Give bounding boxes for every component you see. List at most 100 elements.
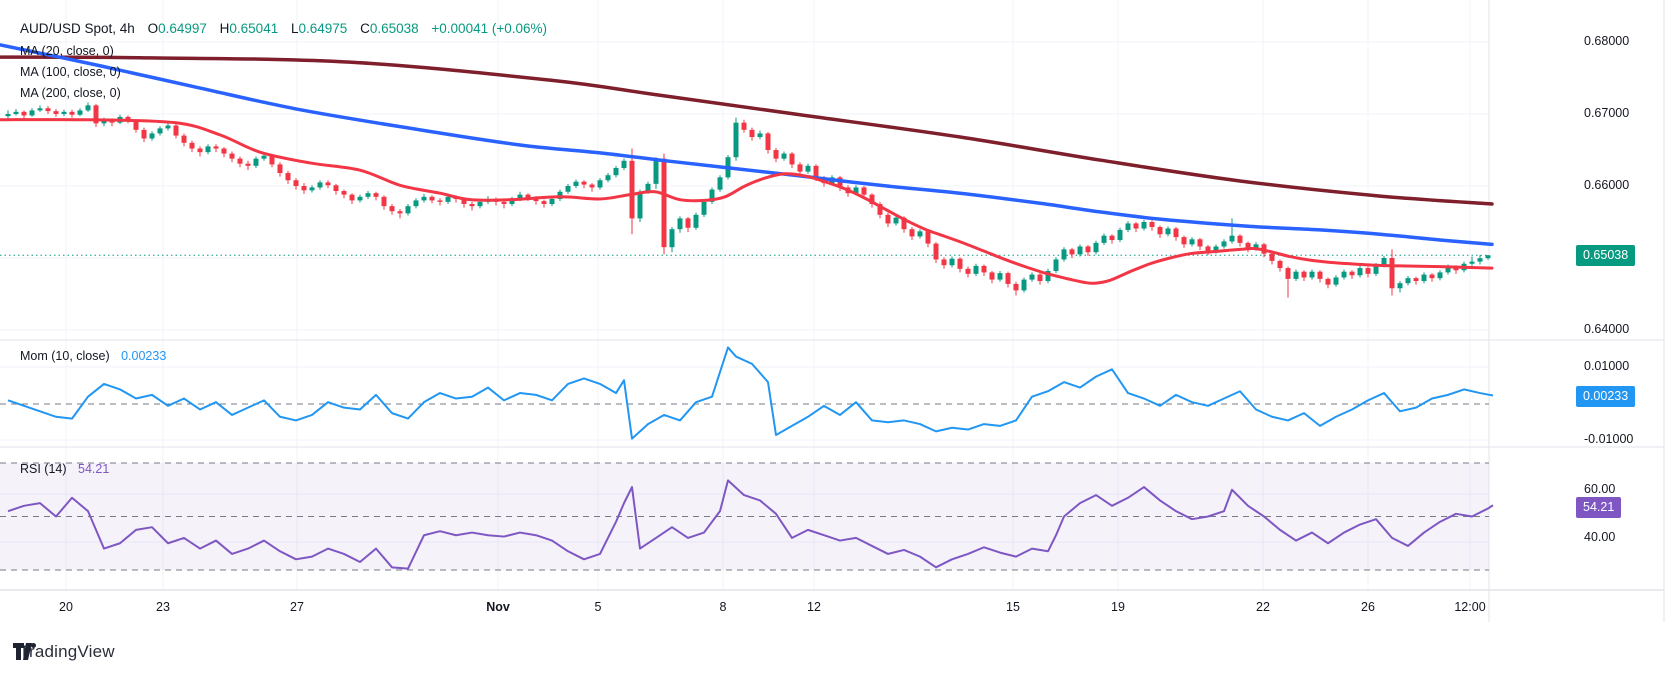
candle bbox=[21, 111, 27, 116]
rsi-value-badge: 54.21 bbox=[1576, 496, 1622, 518]
candle bbox=[1309, 271, 1315, 278]
candle bbox=[413, 200, 419, 207]
legend-rsi[interactable]: RSI (14) 54.21 bbox=[20, 462, 109, 476]
candle bbox=[1005, 273, 1011, 284]
time-tick-label: 26 bbox=[1361, 600, 1375, 614]
candle bbox=[261, 155, 267, 159]
candle bbox=[301, 186, 307, 191]
candle bbox=[597, 180, 603, 188]
candle bbox=[197, 148, 203, 153]
ma20-line[interactable] bbox=[0, 118, 1494, 285]
rsi-tick-label: 60.00 bbox=[1584, 482, 1616, 496]
candle bbox=[1325, 278, 1331, 285]
candle bbox=[1437, 272, 1443, 279]
candle bbox=[645, 183, 651, 192]
candle bbox=[1021, 279, 1027, 291]
candle bbox=[1157, 227, 1163, 235]
candle bbox=[1037, 274, 1043, 282]
candle bbox=[77, 110, 83, 115]
candle bbox=[165, 125, 171, 129]
rsi-band bbox=[0, 463, 1489, 570]
close-label: C bbox=[360, 21, 370, 36]
candle bbox=[869, 194, 875, 204]
candle bbox=[277, 164, 283, 174]
legend-ma200-label: MA (200, close, 0) bbox=[20, 86, 121, 100]
ma100-line[interactable] bbox=[0, 43, 1494, 247]
legend-momentum[interactable]: Mom (10, close) 0.00233 bbox=[20, 349, 166, 363]
change-value: +0.00041 (+0.06%) bbox=[431, 21, 547, 36]
candle bbox=[1213, 246, 1219, 252]
candle bbox=[133, 120, 139, 130]
candle bbox=[853, 187, 859, 194]
candle bbox=[469, 204, 475, 207]
candle bbox=[1293, 271, 1299, 279]
ma200-line[interactable] bbox=[0, 55, 1494, 206]
candle bbox=[1429, 274, 1435, 279]
candle bbox=[717, 177, 723, 190]
candle bbox=[173, 125, 179, 136]
low-label: L bbox=[290, 21, 299, 36]
candle bbox=[885, 214, 891, 224]
candle bbox=[397, 211, 403, 214]
candle bbox=[221, 148, 227, 154]
candle bbox=[805, 165, 811, 172]
time-tick-label: 27 bbox=[290, 600, 304, 614]
rsi-line[interactable] bbox=[7, 479, 1494, 570]
candle bbox=[893, 217, 899, 224]
candle bbox=[245, 163, 251, 166]
candle bbox=[1253, 244, 1259, 249]
candle bbox=[45, 108, 51, 112]
price-tick-label: 0.67000 bbox=[1584, 106, 1630, 120]
candle bbox=[1269, 253, 1275, 261]
candle bbox=[341, 191, 347, 195]
candle bbox=[565, 186, 571, 192]
candle bbox=[1093, 242, 1099, 253]
candle bbox=[1197, 239, 1203, 247]
candle bbox=[1301, 271, 1307, 278]
candle bbox=[1277, 260, 1283, 269]
candle bbox=[1045, 270, 1051, 282]
candle bbox=[757, 133, 763, 138]
candle bbox=[781, 153, 787, 159]
symbol-title: AUD/USD Spot, 4h bbox=[20, 21, 135, 36]
momentum-line[interactable] bbox=[7, 346, 1494, 440]
candle bbox=[1389, 258, 1395, 289]
symbol-header[interactable]: AUD/USD Spot, 4h O0.64997 H0.65041 L0.64… bbox=[20, 21, 547, 36]
candle bbox=[525, 194, 531, 198]
candle bbox=[349, 194, 355, 201]
candle bbox=[437, 200, 443, 202]
candle bbox=[1205, 246, 1211, 252]
legend-ma20[interactable]: MA (20, close, 0) bbox=[20, 44, 114, 58]
candle bbox=[517, 194, 523, 199]
high-label: H bbox=[219, 21, 230, 36]
candles-series[interactable] bbox=[5, 102, 1491, 298]
tradingview-logo-link[interactable]: TradingView bbox=[12, 642, 115, 662]
candle bbox=[365, 193, 371, 197]
candle bbox=[1149, 222, 1155, 228]
candle bbox=[581, 181, 587, 185]
legend-ma100[interactable]: MA (100, close, 0) bbox=[20, 65, 121, 79]
open-label: O bbox=[147, 21, 159, 36]
candle bbox=[229, 153, 235, 159]
candle bbox=[621, 160, 627, 168]
candle bbox=[1029, 274, 1035, 280]
candle bbox=[861, 187, 867, 195]
candle bbox=[1477, 258, 1483, 262]
candle bbox=[1053, 259, 1059, 271]
candle bbox=[1141, 222, 1147, 229]
candle bbox=[669, 229, 675, 248]
legend-rsi-value: 54.21 bbox=[78, 462, 110, 476]
legend-momentum-value: 0.00233 bbox=[121, 349, 167, 363]
candle bbox=[445, 196, 451, 202]
candle bbox=[741, 122, 747, 130]
candle bbox=[1061, 249, 1067, 260]
candle bbox=[957, 258, 963, 269]
candle bbox=[293, 180, 299, 186]
candle bbox=[29, 110, 35, 116]
legend-rsi-label: RSI (14) bbox=[20, 462, 67, 476]
candle bbox=[677, 218, 683, 230]
candle bbox=[605, 175, 611, 181]
legend-ma200[interactable]: MA (200, close, 0) bbox=[20, 86, 121, 100]
candle bbox=[213, 146, 219, 149]
